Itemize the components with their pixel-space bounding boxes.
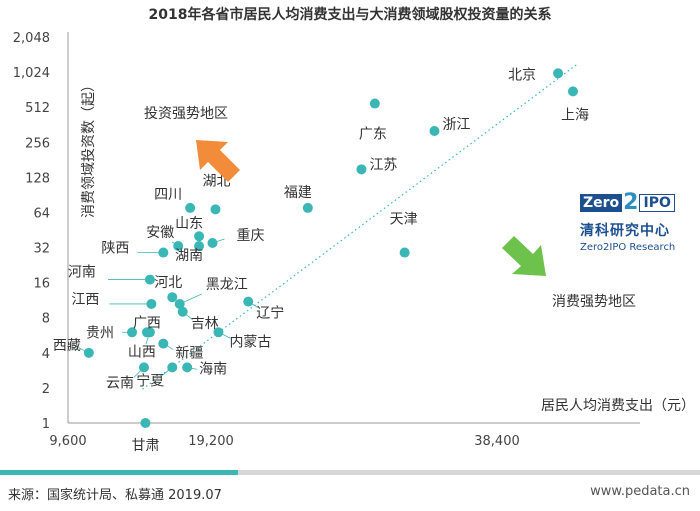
data-point: [243, 296, 254, 307]
y-tick-label: 1,024: [13, 66, 50, 81]
data-point: [194, 240, 205, 251]
point-label: 海南: [199, 361, 227, 377]
point-label: 安徽: [146, 225, 174, 241]
annotation-invest-strong: 投资强势地区: [144, 106, 228, 122]
point-label: 吉林: [191, 316, 219, 332]
data-point: [399, 247, 410, 258]
point-label: 云南: [106, 375, 134, 391]
source-note: 来源：国家统计局、私募通 2019.07: [8, 488, 222, 503]
data-point: [567, 86, 578, 97]
logo-zero-text: Zero: [580, 194, 623, 212]
y-tick-label: 4: [42, 347, 50, 362]
y-tick-label: 128: [25, 171, 50, 186]
point-label: 广东: [359, 127, 387, 143]
y-tick-label: 2: [42, 382, 50, 397]
y-tick-label: 8: [42, 312, 50, 327]
data-point: [138, 362, 149, 373]
logo-chinese-name: 清科研究中心: [580, 223, 670, 239]
x-axis-title: 居民人均消费支出（元）: [541, 398, 695, 414]
point-label: 上海: [561, 107, 589, 123]
logo-english-name: Zero2IPO Research: [580, 242, 676, 253]
data-point: [210, 204, 221, 215]
point-label: 天津: [390, 212, 418, 228]
y-tick-label: 1: [42, 417, 50, 432]
chart-title: 2018年各省市居民人均消费支出与大消费领域股权投资量的关系: [148, 7, 552, 23]
data-point: [553, 68, 564, 79]
footer-bar-gray: [238, 470, 700, 475]
logo-two-text: 2: [623, 190, 639, 215]
y-tick-label: 256: [25, 136, 50, 151]
website-link[interactable]: www.pedata.cn: [590, 484, 690, 499]
data-point: [144, 327, 155, 338]
point-label: 山西: [128, 344, 156, 360]
point-label: 贵州: [86, 325, 114, 341]
data-point: [146, 298, 157, 309]
point-label: 河北: [154, 275, 182, 291]
point-label: 广西: [133, 315, 161, 331]
point-label: 陕西: [101, 241, 129, 257]
point-label: 福建: [284, 185, 312, 201]
point-label: 重庆: [236, 228, 264, 244]
point-label: 四川: [154, 187, 182, 203]
point-label: 新疆: [175, 346, 203, 362]
data-point: [140, 418, 151, 428]
point-label: 江苏: [369, 157, 397, 173]
point-label: 湖南: [175, 248, 203, 264]
data-point: [356, 164, 367, 175]
data-point: [185, 202, 196, 213]
scatter-chart: 1 2 4 8 16 32 64 128 256 512 1,024 2,048 9,600 19,200…: [13, 31, 695, 454]
point-label: 宁夏: [136, 372, 164, 389]
footer-bar-accent: [0, 470, 238, 475]
data-point: [429, 125, 440, 136]
x-tick-label: 38,400: [474, 434, 520, 449]
data-point: [158, 338, 169, 349]
data-point: [182, 362, 193, 373]
point-label: 内蒙古: [229, 334, 271, 350]
x-tick-label: 19,200: [188, 434, 234, 449]
zero2ipo-logo: Zero 2 IPO 清科研究中心 Zero2IPO Research: [580, 192, 692, 253]
point-label: 山东: [175, 216, 203, 232]
data-point: [207, 238, 218, 249]
data-point: [127, 327, 138, 338]
y-tick-label: 32: [33, 242, 50, 257]
data-point: [173, 240, 184, 251]
y-tick-label: 512: [25, 101, 50, 116]
x-tick-label: 9,600: [49, 434, 86, 449]
y-tick-label: 64: [33, 206, 50, 221]
data-point: [369, 98, 380, 109]
orange-arrow-icon: [196, 140, 240, 182]
point-label: 黑龙江: [206, 277, 248, 293]
data-point: [194, 231, 205, 242]
point-label: 河南: [68, 265, 96, 281]
y-tick-label: 2,048: [13, 31, 50, 46]
data-point: [213, 327, 224, 338]
data-point: [144, 274, 155, 285]
point-label: 甘肃: [131, 438, 159, 454]
point-label: 辽宁: [256, 305, 284, 322]
data-point: [167, 292, 178, 303]
logo-ipo-text: IPO: [639, 194, 675, 212]
point-label: 北京: [508, 67, 536, 83]
data-point: [177, 306, 188, 317]
point-label: 西藏: [53, 338, 81, 354]
data-point: [174, 298, 185, 309]
y-axis-title: 消费领域投资数（起）: [81, 78, 97, 218]
point-label: 江西: [71, 292, 99, 308]
data-point: [83, 347, 94, 358]
point-label: 浙江: [442, 117, 470, 133]
y-tick-label: 16: [33, 277, 50, 292]
annotation-consume-strong: 消费强势地区: [552, 294, 636, 310]
data-point: [158, 247, 169, 258]
data-point: [167, 362, 178, 373]
data-point: [302, 202, 313, 213]
green-arrow-icon: [502, 236, 546, 276]
